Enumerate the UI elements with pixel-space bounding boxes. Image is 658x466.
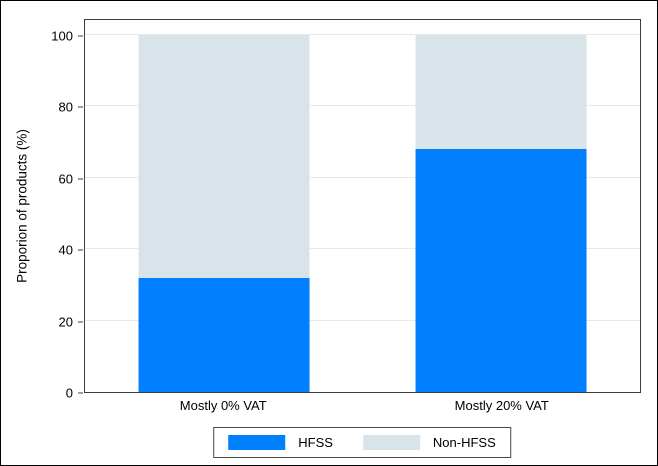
plot-area <box>84 19 641 393</box>
gridline-100 <box>85 34 640 35</box>
y-tick-label-40: 40 <box>58 242 73 258</box>
legend-entry-non-hfss: Non-HFSS <box>362 435 496 450</box>
legend-entry-hfss: HFSS <box>228 435 333 450</box>
gridline-40 <box>85 248 640 250</box>
y-tick-mark-40 <box>78 249 83 251</box>
bar-segment-non-hfss <box>138 35 310 278</box>
legend: HFSS Non-HFSS <box>213 427 511 458</box>
bar-1 <box>138 35 310 392</box>
gridline-20 <box>85 319 640 321</box>
y-tick-label-0: 0 <box>65 385 73 401</box>
y-tick-mark-100 <box>78 35 83 37</box>
x-axis-labels: Mostly 0% VAT Mostly 20% VAT <box>84 398 641 416</box>
bar-segment-non-hfss <box>415 35 587 150</box>
y-tick-label-60: 60 <box>58 171 73 187</box>
bar-segment-hfss <box>138 277 310 392</box>
bar-segment-hfss <box>415 149 587 392</box>
legend-swatch-non-hfss <box>362 435 420 450</box>
x-category-label-1: Mostly 0% VAT <box>179 398 267 413</box>
y-tick-mark-60 <box>78 178 83 180</box>
y-tick-mark-20 <box>78 321 83 323</box>
y-tick-mark-80 <box>78 106 83 108</box>
y-axis-ticks: 0 20 40 60 80 100 <box>1 30 84 400</box>
y-tick-label-80: 80 <box>58 99 73 115</box>
x-category-label-2: Mostly 20% VAT <box>454 398 549 413</box>
gridline-60 <box>85 176 640 178</box>
bar-2 <box>415 35 587 392</box>
gridline-80 <box>85 105 640 107</box>
legend-label-hfss: HFSS <box>298 435 333 450</box>
plot-scale <box>85 34 640 392</box>
y-tick-mark-0 <box>78 392 83 394</box>
y-tick-label-20: 20 <box>58 314 73 330</box>
legend-label-non-hfss: Non-HFSS <box>432 435 496 450</box>
y-tick-label-100: 100 <box>51 28 73 44</box>
legend-swatch-hfss <box>228 435 286 450</box>
